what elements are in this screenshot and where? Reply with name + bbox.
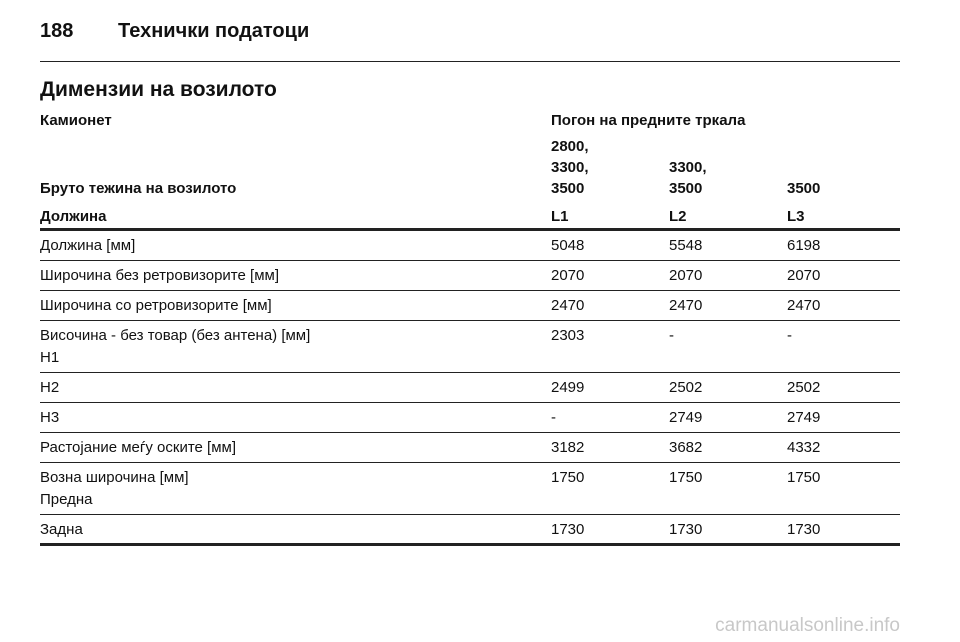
- section-title: Димензии на возилото: [40, 78, 277, 101]
- row-rule: [40, 514, 900, 515]
- column-header: L3: [787, 208, 805, 225]
- cell-value: 1750: [551, 469, 585, 486]
- table-heading: Погон на предните тркала: [551, 112, 746, 129]
- cell-value: 3682: [669, 439, 703, 456]
- cell-value: 2470: [669, 297, 703, 314]
- header-rule: [40, 61, 900, 62]
- cell-value: 1750: [787, 469, 821, 486]
- cell-value: 3182: [551, 439, 585, 456]
- row-rule: [40, 290, 900, 291]
- row-label: Височина - без товар (без антена) [мм]: [40, 327, 311, 344]
- row-rule: [40, 402, 900, 403]
- weight-value: 3500: [669, 180, 703, 197]
- thick-rule: [40, 228, 900, 231]
- row-rule: [40, 260, 900, 261]
- cell-value: 2502: [787, 379, 821, 396]
- table-heading: Камионет: [40, 112, 112, 129]
- row-label: H2: [40, 379, 60, 396]
- page-number: 188: [40, 20, 74, 42]
- cell-value: 2499: [551, 379, 585, 396]
- cell-value: 1730: [551, 521, 585, 538]
- cell-value: 1730: [669, 521, 703, 538]
- cell-value: 1730: [787, 521, 821, 538]
- page-title: Технички податоци: [118, 20, 310, 42]
- cell-value: 2470: [787, 297, 821, 314]
- cell-value: 5548: [669, 237, 703, 254]
- cell-value: 2303: [551, 327, 585, 344]
- row-rule: [40, 320, 900, 321]
- row-label: Широчина со ретровизорите [мм]: [40, 297, 272, 314]
- cell-value: 2070: [669, 267, 703, 284]
- row-rule: [40, 462, 900, 463]
- column-header: L1: [551, 208, 569, 225]
- cell-value: 2070: [551, 267, 585, 284]
- row-label: Задна: [40, 521, 83, 538]
- cell-value: 2070: [787, 267, 821, 284]
- cell-value: 6198: [787, 237, 821, 254]
- cell-value: 1750: [669, 469, 703, 486]
- cell-value: 2749: [787, 409, 821, 426]
- column-header: Должина: [40, 208, 107, 225]
- row-rule: [40, 432, 900, 433]
- cell-value: -: [551, 409, 556, 426]
- watermark: carmanualsonline.info: [715, 615, 900, 636]
- row-label: Должина [мм]: [40, 237, 136, 254]
- weight-label: Бруто тежина на возилото: [40, 180, 237, 197]
- weight-value: 3500: [787, 180, 821, 197]
- row-label: H3: [40, 409, 60, 426]
- weight-value: 2800,: [551, 138, 589, 155]
- cell-value: 5048: [551, 237, 585, 254]
- cell-value: 2502: [669, 379, 703, 396]
- weight-value: 3300,: [669, 159, 707, 176]
- row-label: H1: [40, 349, 60, 366]
- weight-value: 3500: [551, 180, 585, 197]
- cell-value: -: [787, 327, 792, 344]
- row-label: Растојание меѓу оските [мм]: [40, 439, 236, 456]
- cell-value: 2470: [551, 297, 585, 314]
- weight-value: 3300,: [551, 159, 589, 176]
- column-header: L2: [669, 208, 687, 225]
- row-label: Предна: [40, 491, 93, 508]
- cell-value: 4332: [787, 439, 821, 456]
- thick-rule: [40, 543, 900, 546]
- row-label: Возна широчина [мм]: [40, 469, 189, 486]
- cell-value: -: [669, 327, 674, 344]
- row-label: Широчина без ретровизорите [мм]: [40, 267, 279, 284]
- cell-value: 2749: [669, 409, 703, 426]
- row-rule: [40, 372, 900, 373]
